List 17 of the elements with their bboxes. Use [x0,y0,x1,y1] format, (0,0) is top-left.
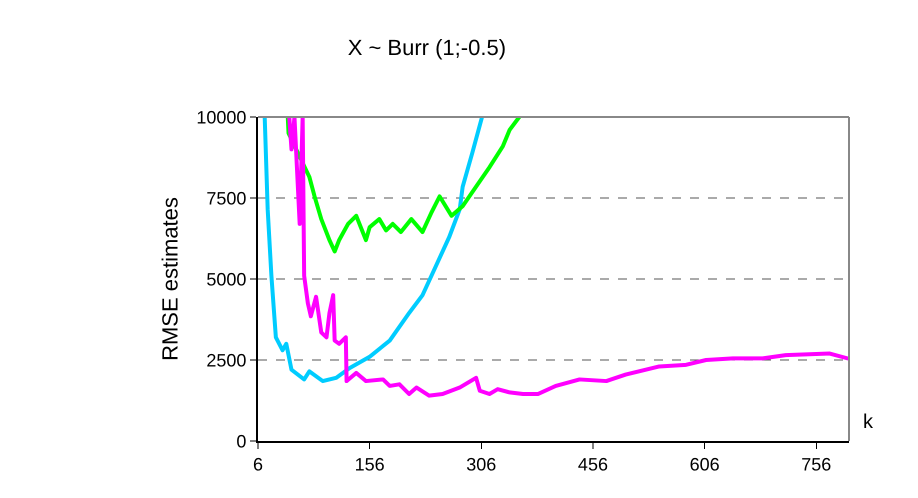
x-tick-label: 156 [354,454,385,475]
line-series [287,117,849,398]
x-tick-label: 6 [252,454,264,475]
y-axis-title: RMSE estimates [158,197,183,361]
x-tick-label: 606 [690,454,720,475]
y-tick-label: 0 [236,431,246,452]
y-tick-label: 10000 [196,107,246,128]
x-axis-title: k [863,411,874,433]
line-series [262,117,484,384]
line-series [286,117,522,254]
chart-title: X ~ Burr (1;-0.5) [348,35,506,60]
y-tick-label: 5000 [206,269,246,290]
y-tick-label: 2500 [206,350,246,370]
x-tick-label: 456 [578,454,608,475]
y-tick-label: 7500 [206,188,246,208]
x-tick-label: 756 [801,454,832,475]
x-tick-label: 306 [466,454,496,475]
